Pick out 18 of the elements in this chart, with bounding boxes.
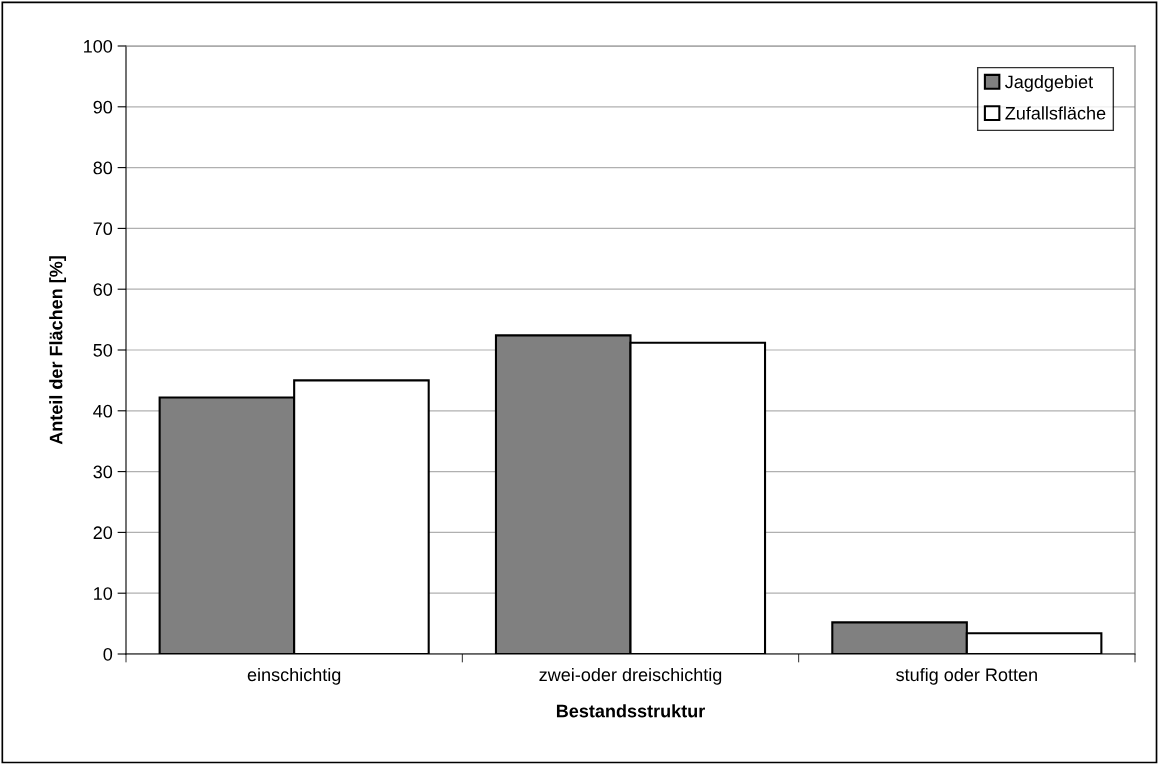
x-tick-label: einschichtig [247, 667, 341, 685]
x-tick-label: stufig oder Rotten [896, 667, 1037, 685]
y-tick-label: 0 [103, 647, 113, 661]
y-tick-label: 10 [94, 587, 113, 600]
y-tick-label: 20 [93, 526, 113, 540]
y-tick-label: 60 [93, 283, 113, 296]
legend-label: Zufallsfläche [1005, 106, 1106, 120]
y-tick-label: 100 [84, 39, 113, 53]
legend-label: Jagdgebiet [1005, 74, 1093, 92]
y-tick-label: 80 [93, 161, 113, 175]
y-tick-label: 90 [93, 100, 113, 114]
y-tick-label: 40 [93, 404, 113, 418]
y-tick-label: 70 [93, 222, 113, 236]
x-axis-title: Bestandsstruktur [556, 704, 705, 718]
x-tick-label: zwei-oder dreischichtig [539, 667, 722, 685]
y-tick-label: 50 [93, 343, 113, 357]
y-tick-label: 30 [93, 465, 113, 479]
y-axis-title: Anteil der Flächen [%] [49, 256, 67, 445]
